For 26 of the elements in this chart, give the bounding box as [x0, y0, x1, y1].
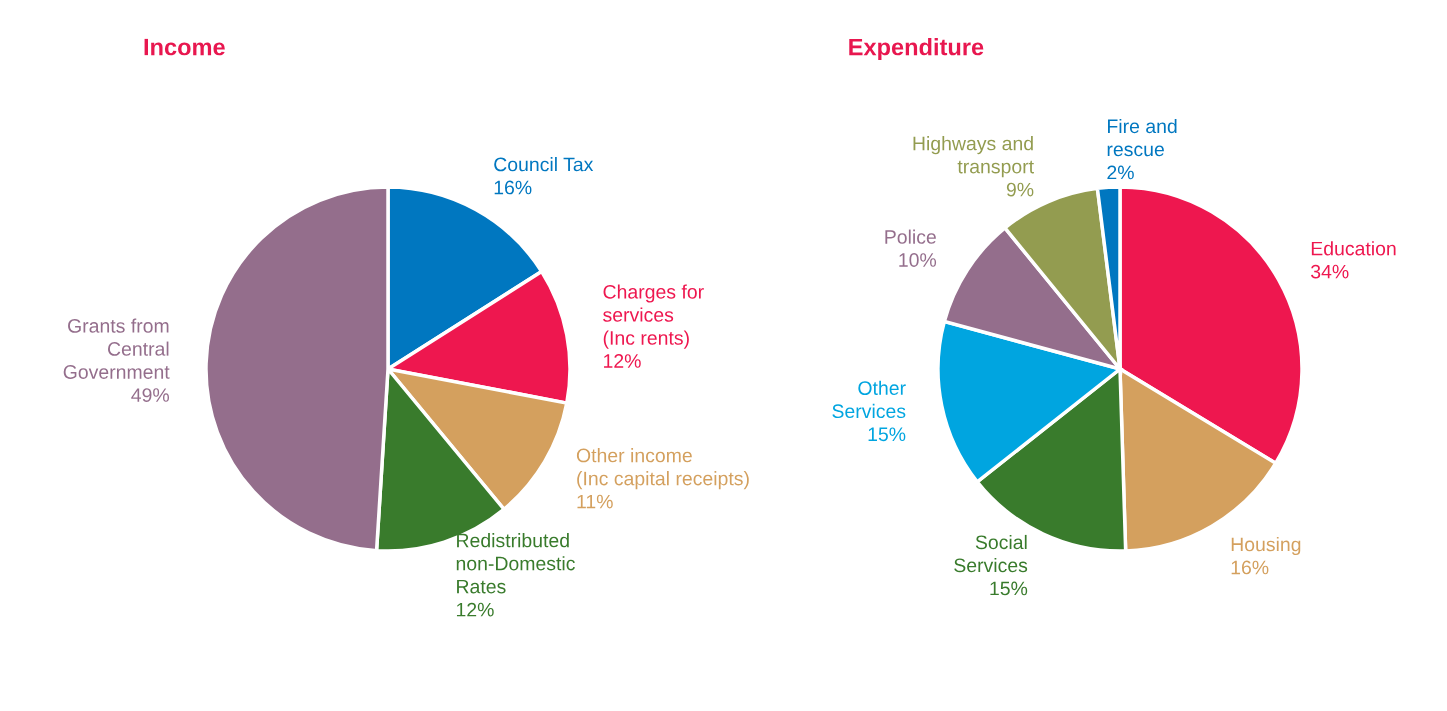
data-label: 34%	[1311, 264, 1349, 279]
data-label: 15%	[868, 427, 906, 442]
slice-label: Highways and transport	[913, 136, 1034, 178]
slice-label: Council Tax	[494, 157, 594, 172]
slice-label: Housing	[1231, 536, 1301, 556]
data-label: 12%	[604, 354, 641, 368]
chart-title: Expenditure	[849, 38, 984, 61]
chart-title: Income	[144, 38, 225, 56]
slice-label: Fire and rescue	[1107, 118, 1177, 157]
slice-label: Other income (Inc capital receipts)	[576, 448, 749, 490]
data-label: 9%	[1006, 182, 1034, 197]
data-label: 12%	[456, 602, 494, 617]
slice-label: Education	[1311, 241, 1396, 256]
data-label: 15%	[990, 581, 1028, 596]
data-label: 16%	[1231, 560, 1269, 575]
slice-label: Charges for services (Inc rents)	[603, 284, 704, 349]
slice-label: Other Services	[832, 380, 906, 419]
slice-label: Police	[885, 229, 936, 244]
data-label: 10%	[899, 253, 937, 267]
data-label: 2%	[1107, 165, 1134, 180]
slice-label: Social Services	[954, 534, 1028, 573]
data-label: 16%	[494, 180, 532, 195]
data-label: 49%	[131, 388, 170, 402]
slice-label: Grants from Central Government	[63, 318, 170, 379]
data-label: 11%	[577, 494, 613, 509]
slice-label: Redistributed non-Domestic Rates	[456, 533, 575, 594]
